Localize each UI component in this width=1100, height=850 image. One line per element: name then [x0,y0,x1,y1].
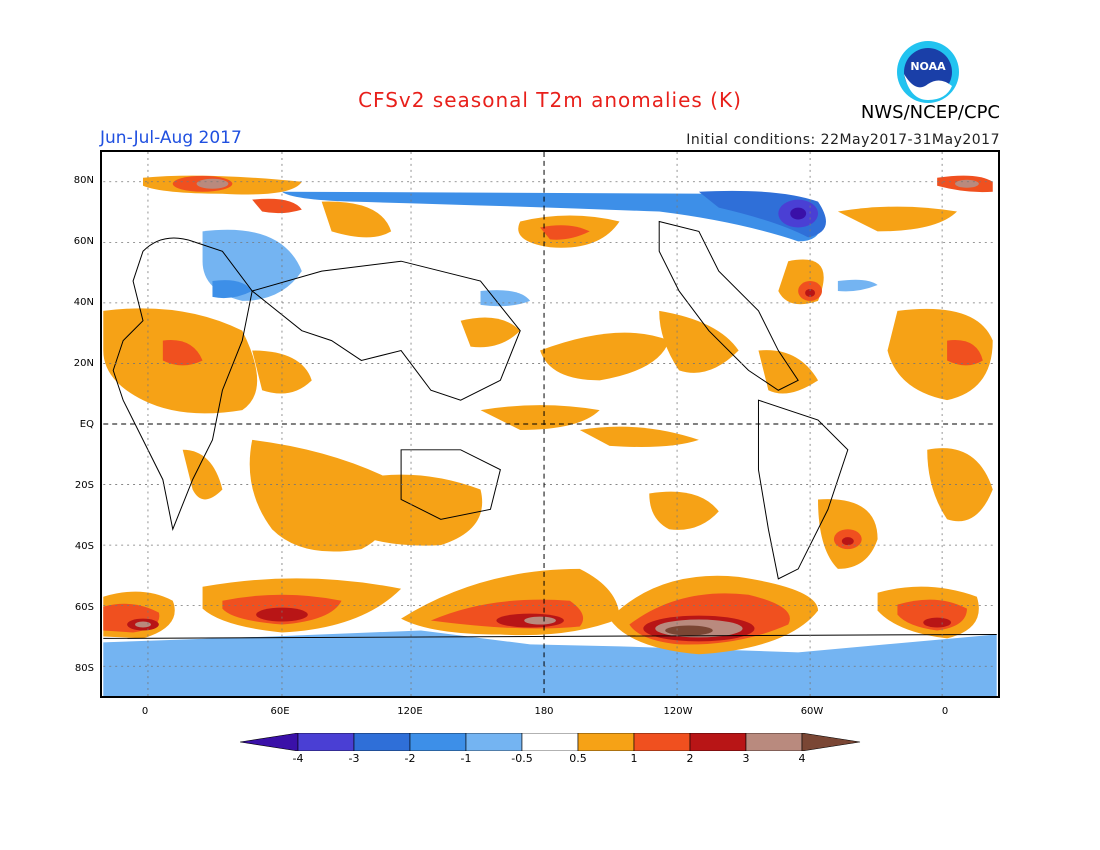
asia-coast [251,260,521,401]
colorbar-swatch [353,733,411,751]
antarctica-coast [103,633,997,639]
lat-label: 80N [73,175,94,186]
lat-label: 20S [74,480,94,491]
colorbar-label: -3 [348,752,360,765]
initial-conditions: Initial conditions: 22May2017-31May2017 [686,132,1000,148]
lat-label: 80S [74,663,94,674]
north-america-coast [658,220,799,391]
anomaly-map [103,152,997,696]
noaa-logo-text: NOAA [910,60,946,73]
lon-label: 60W [800,706,824,717]
anomaly-fields [103,175,997,696]
colorbar [240,733,861,751]
colorbar-swatch [465,733,523,751]
lat-label: 40N [73,297,94,308]
lon-label: 120W [663,706,693,717]
noaa-logo: NOAA [897,41,959,103]
colorbar-label: -4 [292,752,304,765]
south-america-coast [757,399,849,580]
lat-label: 20N [73,358,94,369]
lon-label: 0 [141,706,149,717]
lat-label: 60N [73,236,94,247]
lon-label: 0 [941,706,949,717]
colorbar-label: 1 [630,752,638,765]
colorbar-label: 4 [798,752,806,765]
map-frame [100,150,1000,698]
colorbar-swatch [409,733,467,751]
center-lines [103,152,997,696]
lat-label: 60S [74,602,94,613]
colorbar-label: -1 [460,752,472,765]
africa-europe-coast [112,237,253,531]
lat-label: 40S [74,541,94,552]
colorbar-swatch [689,733,747,751]
graticule [103,152,997,696]
colorbar-swatch [577,733,635,751]
colorbar-swatch [745,733,803,751]
coastlines [103,220,997,639]
lon-label: 180 [534,706,554,717]
colorbar-swatch [297,733,355,751]
colorbar-swatch [633,733,691,751]
colorbar-label: 0.5 [569,752,587,765]
colorbar-label: 3 [742,752,750,765]
colorbar-arrow-right [801,733,861,751]
lon-label: 120E [397,706,423,717]
colorbar-label: 2 [686,752,694,765]
australia-coast [400,449,501,520]
lon-label: 60E [270,706,290,717]
colorbar-swatch [521,733,579,751]
colorbar-label: -0.5 [511,752,533,765]
map-title: CFSv2 seasonal T2m anomalies (K) [358,88,742,112]
colorbar-label: -2 [404,752,416,765]
colorbar-arrow-left [240,733,299,751]
lat-label: EQ [79,419,94,430]
forecast-period: Jun-Jul-Aug 2017 [100,128,242,148]
agency-label: NWS/NCEP/CPC [860,102,1000,123]
